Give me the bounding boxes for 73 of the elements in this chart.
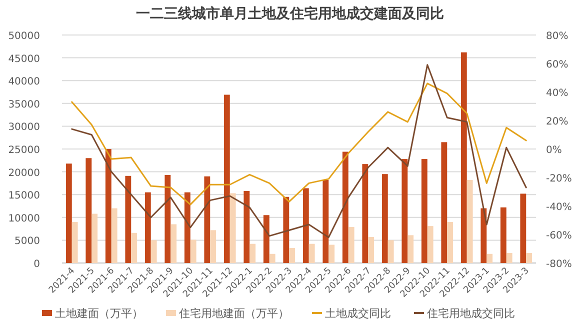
y-tick-label: 10000	[8, 213, 40, 224]
legend-label: 土地成交同比	[325, 307, 391, 320]
y-tick-label: 25000	[8, 145, 40, 156]
y-tick-label: 50000	[8, 31, 40, 42]
bar	[526, 252, 532, 263]
y2-tick-label: 20%	[546, 116, 568, 128]
bar	[486, 254, 493, 263]
bar	[506, 252, 512, 263]
bar	[269, 254, 276, 263]
bar	[210, 230, 216, 263]
bar	[382, 174, 388, 263]
bar	[402, 159, 408, 263]
bar	[131, 232, 138, 263]
bar	[150, 240, 157, 263]
bar	[480, 208, 487, 263]
y-tick-label: 5000	[14, 236, 40, 248]
bar	[427, 226, 434, 263]
y2-tick-label: -60%	[546, 230, 572, 242]
bar	[289, 248, 296, 263]
bar	[244, 190, 250, 263]
y-tick-label: 0	[34, 259, 40, 270]
bar	[342, 152, 348, 263]
legend-label: 土地建面（万平）	[55, 307, 143, 320]
y-tick-label: 40000	[8, 76, 40, 88]
y-tick-label: 45000	[8, 54, 40, 65]
y2-tick-label: -40%	[546, 202, 572, 213]
bar	[500, 207, 506, 263]
bar	[466, 180, 473, 263]
y2-tick-label: -20%	[546, 174, 572, 184]
bar	[230, 193, 236, 263]
chart-title: 一二三线城市单月土地及住宅用地成交建面及同比	[136, 5, 444, 22]
legend-label: 住宅用地建面（万平）	[179, 307, 289, 320]
bar	[170, 224, 177, 263]
y2-tick-label: 0%	[546, 145, 562, 156]
y2-tick-label: 60%	[546, 60, 568, 70]
bar	[348, 226, 354, 263]
bar	[520, 194, 526, 263]
bar	[263, 215, 270, 263]
bar	[92, 214, 98, 263]
bar	[308, 244, 315, 263]
bar	[322, 180, 329, 263]
bar	[72, 222, 78, 263]
bar	[283, 196, 290, 263]
bar	[328, 244, 335, 263]
bar	[302, 188, 309, 263]
bar	[368, 237, 374, 263]
bar	[164, 174, 171, 263]
bar	[144, 192, 151, 263]
bar	[388, 240, 394, 263]
bar	[250, 244, 256, 263]
bar	[125, 176, 132, 263]
bar	[105, 149, 112, 263]
bar	[184, 192, 190, 263]
legend-label: 住宅用地成交同比	[427, 307, 515, 320]
y2-tick-label: 40%	[546, 88, 568, 99]
bar	[66, 164, 72, 263]
bar	[362, 164, 368, 263]
bar	[86, 158, 92, 263]
bar	[408, 235, 414, 263]
bar	[421, 159, 428, 263]
bar	[190, 240, 196, 263]
y-tick-label: 35000	[8, 99, 40, 110]
bar	[204, 176, 210, 263]
y-tick-label: 30000	[8, 122, 40, 134]
bar	[441, 142, 448, 263]
bar	[224, 94, 230, 263]
bar	[460, 52, 467, 263]
bar	[111, 208, 118, 263]
y-tick-label: 20000	[8, 168, 40, 179]
y2-tick-label: 80%	[546, 31, 568, 42]
bar	[447, 222, 454, 263]
y2-tick-label: -80%	[546, 259, 572, 270]
y-tick-label: 15000	[8, 190, 40, 202]
